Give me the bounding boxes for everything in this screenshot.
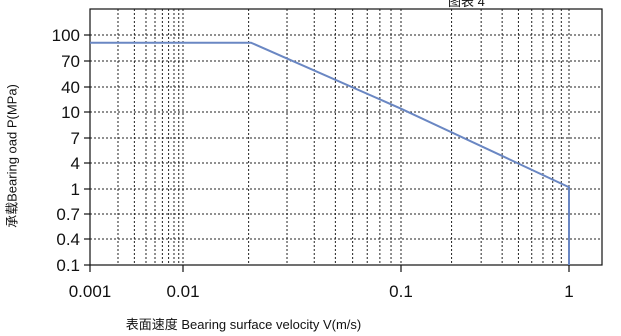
y-tick-label: 0.7 — [56, 205, 80, 224]
ticks: 0.001 0.01 0.1 1 0.1 0.4 0.7 1 4 7 10 40 70 100 — [52, 26, 574, 301]
y-tick-label: 100 — [52, 26, 80, 45]
y-axis-label-wrap: 承载Bearing oad P(MPa) — [0, 36, 22, 276]
y-tick-label: 10 — [61, 103, 80, 122]
x-tick-label: 0.1 — [389, 282, 413, 301]
series-line — [90, 41, 570, 265]
x-tick-label: 0.001 — [69, 282, 112, 301]
x-tick-label: 1 — [564, 282, 573, 301]
y-tick-label: 40 — [61, 78, 80, 97]
grid — [90, 9, 602, 265]
y-tick-label: 1 — [71, 180, 80, 199]
y-tick-label: 70 — [61, 52, 80, 71]
x-tick-label: 0.01 — [166, 282, 199, 301]
plot-frame — [89, 8, 603, 266]
y-axis-label: 承载Bearing oad P(MPa) — [4, 84, 20, 228]
top-clipped-text: 图表 4 — [448, 0, 485, 9]
axes — [89, 8, 603, 266]
y-tick-label: 4 — [71, 154, 80, 173]
x-axis-label-wrap: 表面速度 Bearing surface velocity V(m/s) — [0, 314, 621, 333]
y-tick-label: 7 — [71, 129, 80, 148]
y-tick-label: 0.4 — [56, 230, 80, 249]
series — [90, 41, 570, 265]
y-tick-label: 0.1 — [56, 256, 80, 275]
x-axis-label: 表面速度 Bearing surface velocity V(m/s) — [125, 317, 362, 332]
